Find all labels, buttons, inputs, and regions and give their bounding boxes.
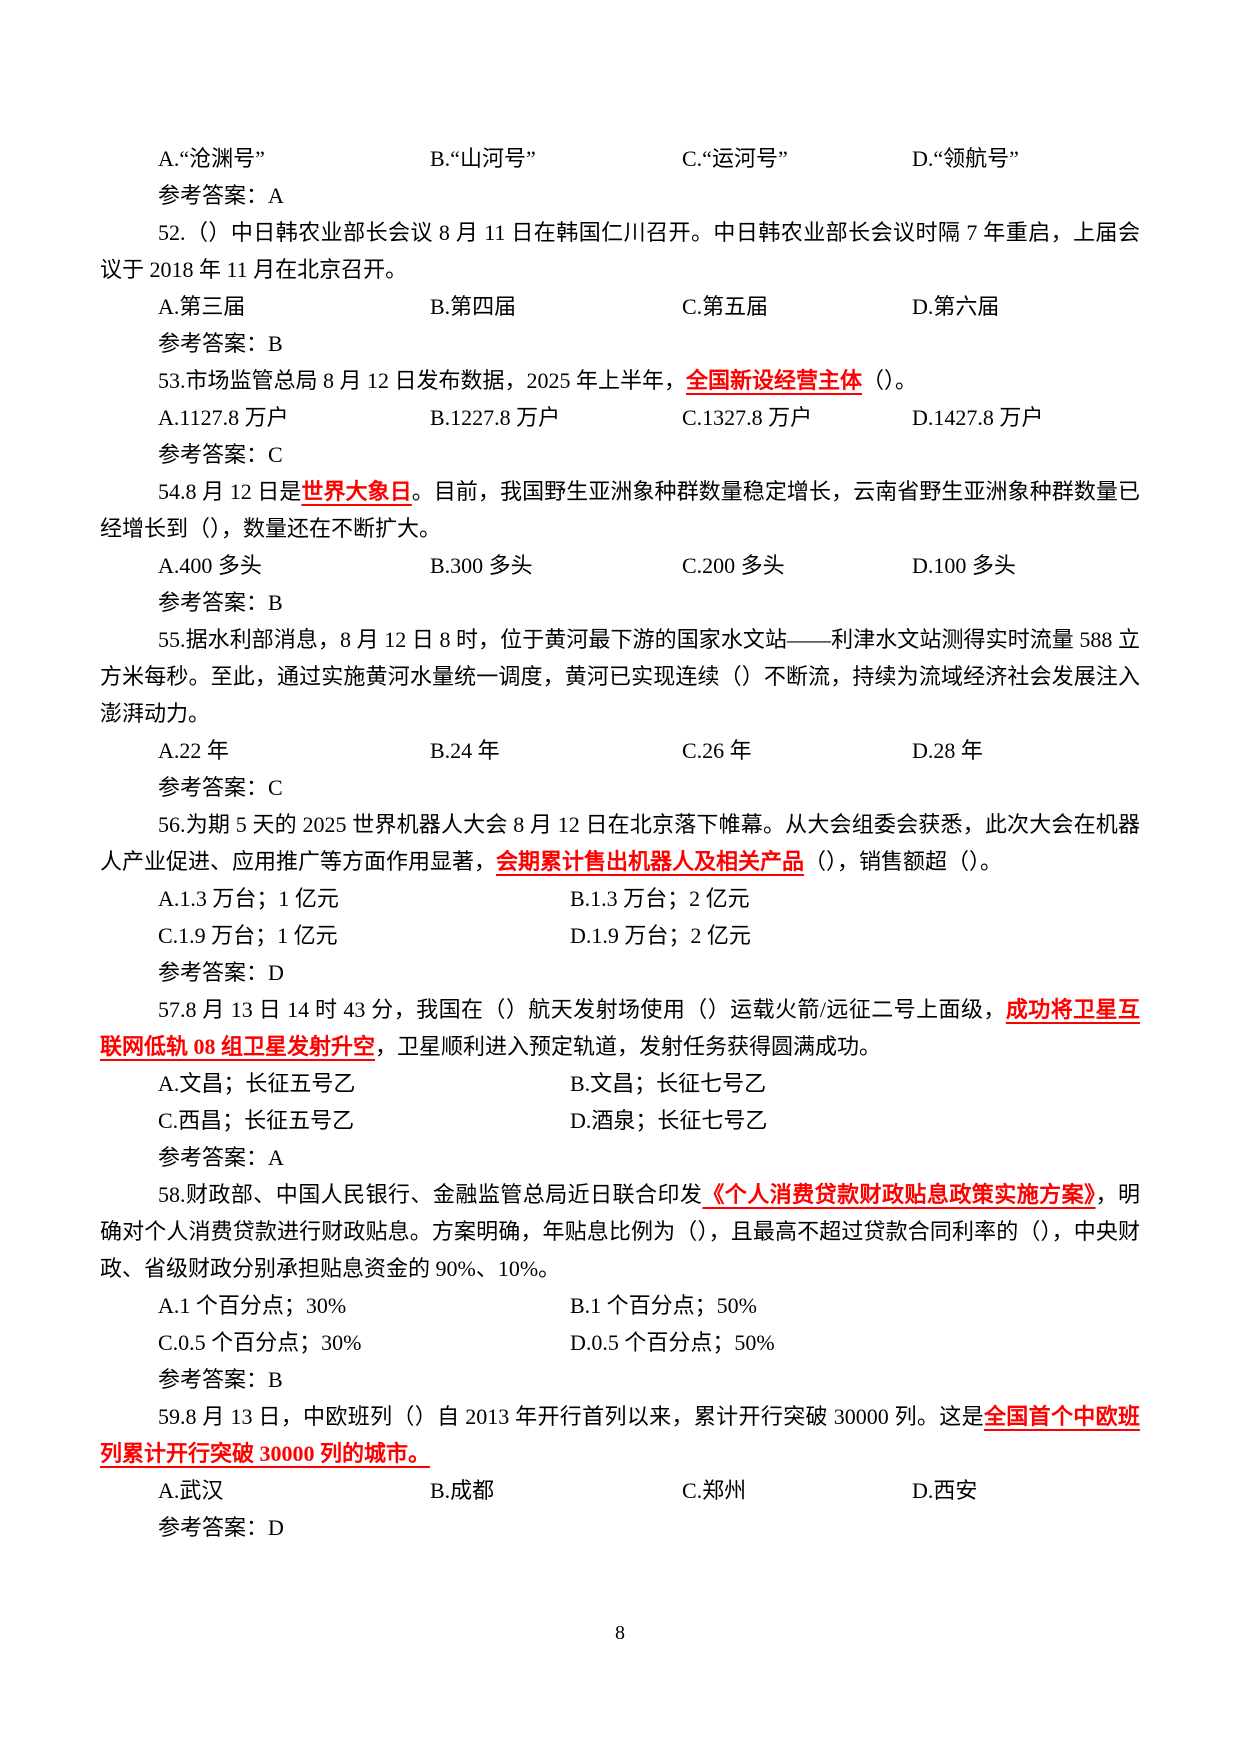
question-text-run: 57.8 月 13 日 14 时 43 分，我国在（）航天发射场使用（）运载火箭… [158, 997, 1006, 1022]
options-row-56-cd: C.1.9 万台；1 亿元 D.1.9 万台；2 亿元 [100, 917, 1140, 954]
options-row-56-ab: A.1.3 万台；1 亿元 B.1.3 万台；2 亿元 [100, 880, 1140, 917]
question-text-55: 55.据水利部消息，8 月 12 日 8 时，位于黄河最下游的国家水文站——利津… [100, 621, 1140, 732]
question-text-run: 。目前，我国野生亚洲象种群数量稳定增长，云南省野生亚洲象种群数量已经增长到（），… [100, 479, 1140, 541]
option-d: D.西安 [912, 1478, 978, 1503]
option-d: D.酒泉；长征七号乙 [570, 1108, 768, 1133]
option-c: C.西昌；长征五号乙 [158, 1108, 355, 1133]
option-c: C.第五届 [682, 294, 769, 319]
answer-line-54: 参考答案：B [158, 590, 283, 615]
question-text-53: 53.市场监管总局 8 月 12 日发布数据，2025 年上半年，全国新设经营主… [100, 362, 1140, 399]
option-d: D.0.5 个百分点；50% [570, 1330, 775, 1355]
option-b: B.文昌；长征七号乙 [570, 1071, 767, 1096]
option-a: A.“沧渊号” [158, 146, 265, 171]
options-row-55: A.22 年 B.24 年 C.26 年 D.28 年 [100, 732, 1140, 769]
options-row-57-ab: A.文昌；长征五号乙 B.文昌；长征七号乙 [100, 1065, 1140, 1102]
question-block-57: 57.8 月 13 日 14 时 43 分，我国在（）航天发射场使用（）运载火箭… [100, 991, 1140, 1176]
answer-line-51: 参考答案：A [158, 183, 284, 208]
option-c: C.200 多头 [682, 553, 785, 578]
option-a: A.第三届 [158, 294, 246, 319]
highlighted-text: 全国新设经营主体 [686, 368, 863, 393]
option-d: D.28 年 [912, 738, 983, 763]
options-row-58-ab: A.1 个百分点；30% B.1 个百分点；50% [100, 1287, 1140, 1324]
options-row-58-cd: C.0.5 个百分点；30% D.0.5 个百分点；50% [100, 1324, 1140, 1361]
option-b: B.1 个百分点；50% [570, 1293, 758, 1318]
question-text-57: 57.8 月 13 日 14 时 43 分，我国在（）航天发射场使用（）运载火箭… [100, 991, 1140, 1065]
question-text-run: 54.8 月 12 日是 [158, 479, 302, 504]
question-text-run: 58.财政部、中国人民银行、金融监管总局近日联合印发 [158, 1182, 703, 1207]
options-row-52: A.第三届 B.第四届 C.第五届 D.第六届 [100, 288, 1140, 325]
answer-line-57: 参考答案：A [158, 1145, 284, 1170]
document-content: A.“沧渊号” B.“山河号” C.“运河号” D.“领航号” 参考答案：A 5… [100, 140, 1140, 1546]
option-a: A.1.3 万台；1 亿元 [158, 886, 339, 911]
option-c: C.0.5 个百分点；30% [158, 1330, 362, 1355]
option-c: C.郑州 [682, 1478, 747, 1503]
highlighted-text: 《个人消费贷款财政贴息政策实施方案》 [702, 1182, 1096, 1207]
option-b: B.1.3 万台；2 亿元 [570, 886, 750, 911]
option-a: A.武汉 [158, 1478, 224, 1503]
highlighted-text: 世界大象日 [301, 479, 412, 504]
question-text-run: 56.为期 5 天的 2025 世界机器人大会 8 月 12 日在北京落下帷幕。… [100, 812, 1140, 874]
options-row-54: A.400 多头 B.300 多头 C.200 多头 D.100 多头 [100, 547, 1140, 584]
options-row-57-cd: C.西昌；长征五号乙 D.酒泉；长征七号乙 [100, 1102, 1140, 1139]
option-a: A.400 多头 [158, 553, 262, 578]
option-d: D.1.9 万台；2 亿元 [570, 923, 751, 948]
question-block-58: 58.财政部、中国人民银行、金融监管总局近日联合印发《个人消费贷款财政贴息政策实… [100, 1176, 1140, 1398]
option-d: D.1427.8 万户 [912, 405, 1044, 430]
question-block-52: 52.（）中日韩农业部长会议 8 月 11 日在韩国仁川召开。中日韩农业部长会议… [100, 214, 1140, 362]
option-a: A.22 年 [158, 738, 229, 763]
option-b: B.“山河号” [430, 146, 536, 171]
highlighted-text: 会期累计售出机器人及相关产品 [496, 849, 805, 874]
option-d: D.第六届 [912, 294, 1000, 319]
answer-line-55: 参考答案：C [158, 775, 283, 800]
question-text-run: （），销售额超（）。 [804, 849, 1003, 874]
question-text-59: 59.8 月 13 日，中欧班列（）自 2013 年开行首列以来，累计开行突破 … [100, 1398, 1140, 1472]
question-block-53: 53.市场监管总局 8 月 12 日发布数据，2025 年上半年，全国新设经营主… [100, 362, 1140, 473]
options-row-59: A.武汉 B.成都 C.郑州 D.西安 [100, 1472, 1140, 1509]
highlighted-text: 全国首个中欧班列累计开行突破 30000 列的城市。 [100, 1404, 1140, 1466]
question-text-run: ，卫星顺利进入预定轨道，发射任务获得圆满成功。 [375, 1034, 882, 1059]
option-c: C.“运河号” [682, 146, 788, 171]
highlighted-text: 成功将卫星互联网低轨 08 组卫星发射升空 [100, 997, 1140, 1059]
option-b: B.24 年 [430, 738, 500, 763]
page-number: 8 [615, 1622, 625, 1644]
answer-line-58: 参考答案：B [158, 1367, 283, 1392]
option-b: B.第四届 [430, 294, 517, 319]
options-row-53: A.1127.8 万户 B.1227.8 万户 C.1327.8 万户 D.14… [100, 399, 1140, 436]
answer-line-53: 参考答案：C [158, 442, 283, 467]
answer-line-56: 参考答案：D [158, 960, 284, 985]
answer-line-52: 参考答案：B [158, 331, 283, 356]
question-text-run: 53.市场监管总局 8 月 12 日发布数据，2025 年上半年， [158, 368, 687, 393]
question-text-run: 59.8 月 13 日，中欧班列（）自 2013 年开行首列以来，累计开行突破 … [158, 1404, 984, 1429]
option-d: D.“领航号” [912, 146, 1019, 171]
options-row-51: A.“沧渊号” B.“山河号” C.“运河号” D.“领航号” [100, 140, 1140, 177]
option-d: D.100 多头 [912, 553, 1016, 578]
question-block-56: 56.为期 5 天的 2025 世界机器人大会 8 月 12 日在北京落下帷幕。… [100, 806, 1140, 991]
option-a: A.1127.8 万户 [158, 405, 289, 430]
question-text-run: ，明确对个人消费贷款进行财政贴息。方案明确，年贴息比例为（），且最高不超过贷款合… [100, 1182, 1140, 1281]
question-text-run: （）。 [862, 368, 918, 393]
question-text-54: 54.8 月 12 日是世界大象日。目前，我国野生亚洲象种群数量稳定增长，云南省… [100, 473, 1140, 547]
option-b: B.成都 [430, 1478, 495, 1503]
question-text-run: 55.据水利部消息，8 月 12 日 8 时，位于黄河最下游的国家水文站——利津… [100, 627, 1140, 726]
option-a: A.1 个百分点；30% [158, 1293, 347, 1318]
option-b: B.300 多头 [430, 553, 533, 578]
question-block-59: 59.8 月 13 日，中欧班列（）自 2013 年开行首列以来，累计开行突破 … [100, 1398, 1140, 1546]
question-block-51: A.“沧渊号” B.“山河号” C.“运河号” D.“领航号” 参考答案：A [100, 140, 1140, 214]
option-c: C.1.9 万台；1 亿元 [158, 923, 338, 948]
question-text-56: 56.为期 5 天的 2025 世界机器人大会 8 月 12 日在北京落下帷幕。… [100, 806, 1140, 880]
question-text-run: 52.（）中日韩农业部长会议 8 月 11 日在韩国仁川召开。中日韩农业部长会议… [100, 220, 1140, 282]
question-block-55: 55.据水利部消息，8 月 12 日 8 时，位于黄河最下游的国家水文站——利津… [100, 621, 1140, 806]
question-text-58: 58.财政部、中国人民银行、金融监管总局近日联合印发《个人消费贷款财政贴息政策实… [100, 1176, 1140, 1287]
option-a: A.文昌；长征五号乙 [158, 1071, 356, 1096]
option-c: C.26 年 [682, 738, 752, 763]
question-block-54: 54.8 月 12 日是世界大象日。目前，我国野生亚洲象种群数量稳定增长，云南省… [100, 473, 1140, 621]
answer-line-59: 参考答案：D [158, 1515, 284, 1540]
question-text-52: 52.（）中日韩农业部长会议 8 月 11 日在韩国仁川召开。中日韩农业部长会议… [100, 214, 1140, 288]
option-c: C.1327.8 万户 [682, 405, 813, 430]
option-b: B.1227.8 万户 [430, 405, 561, 430]
